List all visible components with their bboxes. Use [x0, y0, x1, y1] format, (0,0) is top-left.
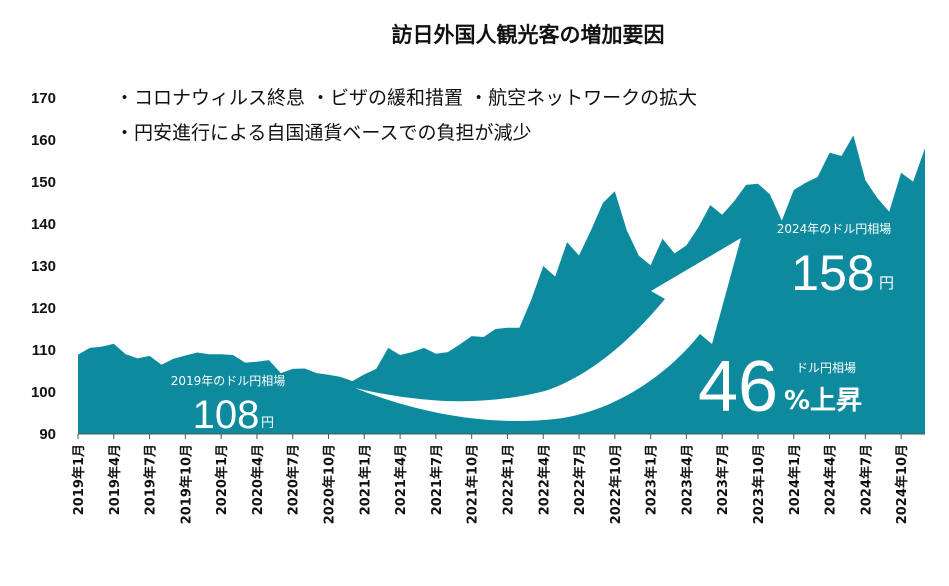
x-tick-label: 2019年7月	[143, 444, 159, 515]
x-tick-label: 2024年7月	[858, 444, 874, 515]
left-value: 108	[193, 393, 260, 437]
trend-arrow	[355, 238, 741, 421]
chart-title: 訪日外国人観光客の増加要因	[392, 23, 665, 47]
x-tick-label: 2020年10月	[322, 444, 338, 524]
bullet-line-2: ・円安進行による自国通貨ベースでの負担が減少	[115, 122, 531, 144]
x-tick-label: 2019年10月	[178, 444, 194, 524]
y-axis: 90 100 110 120 130 140 150 160 170	[31, 90, 56, 443]
x-tick-label: 2021年10月	[465, 444, 481, 524]
change-value: 46	[698, 347, 778, 427]
left-unit: 円	[261, 416, 274, 431]
x-tick-label: 2023年4月	[679, 444, 695, 515]
bullet-line-1: ・コロナウィルス終息 ・ビザの緩和措置 ・航空ネットワークの拡大	[115, 87, 697, 109]
x-tick-label: 2022年10月	[608, 444, 624, 524]
x-tick-label: 2020年7月	[286, 444, 302, 515]
x-tick-label: 2023年10月	[751, 444, 767, 524]
x-tick-label: 2020年4月	[250, 444, 266, 515]
left-caption: 2019年のドル円相場	[171, 374, 286, 388]
y-tick-label: 90	[39, 426, 56, 443]
x-tick-label: 2021年4月	[393, 444, 409, 515]
y-tick-label: 140	[31, 216, 56, 233]
right-unit: 円	[879, 274, 894, 292]
y-tick-label: 110	[32, 342, 56, 359]
x-tick-label: 2022年7月	[572, 444, 588, 515]
x-tick-label: 2023年1月	[644, 444, 660, 515]
change-suffix: %上昇	[784, 386, 862, 416]
x-tick-label: 2019年4月	[107, 444, 123, 515]
x-tick-label: 2024年10月	[894, 444, 910, 524]
y-tick-label: 150	[31, 174, 56, 191]
trend-arrow-shape	[355, 238, 741, 421]
y-tick-label: 120	[31, 300, 56, 317]
y-tick-label: 100	[31, 384, 56, 401]
x-tick-label: 2022年1月	[501, 444, 517, 515]
y-tick-label: 130	[31, 258, 56, 275]
x-tick-label: 2021年1月	[357, 444, 373, 515]
y-tick-label: 170	[31, 90, 56, 107]
y-tick-label: 160	[31, 132, 56, 149]
x-tick-label: 2019年1月	[71, 444, 87, 515]
change-caption: ドル円相場	[796, 361, 856, 375]
series-area	[78, 135, 925, 434]
x-axis: 2019年1月 2019年4月 2019年7月 2019年10月 2020年1月 2020…	[71, 433, 925, 524]
right-value: 158	[791, 245, 874, 301]
right-caption: 2024年のドル円相場	[777, 222, 892, 236]
plot-area	[78, 135, 925, 434]
x-tick-label: 2020年1月	[214, 444, 230, 515]
x-tick-label: 2021年7月	[429, 444, 445, 515]
x-tick-label: 2022年4月	[536, 444, 552, 515]
x-tick-label: 2024年4月	[823, 444, 839, 515]
x-tick-label: 2024年1月	[787, 444, 803, 515]
x-tick-label: 2023年7月	[715, 444, 731, 515]
